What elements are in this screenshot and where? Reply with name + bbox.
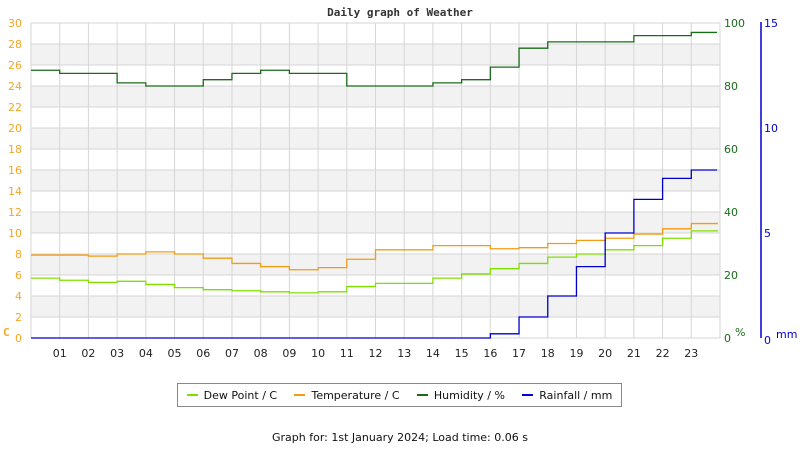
svg-text:13: 13 — [397, 347, 411, 360]
svg-text:mm: mm — [776, 328, 797, 341]
svg-text:05: 05 — [168, 347, 182, 360]
svg-text:0: 0 — [724, 332, 731, 345]
humidity-swatch-icon — [416, 394, 428, 396]
svg-text:21: 21 — [627, 347, 641, 360]
svg-text:20: 20 — [8, 122, 22, 135]
legend-item-rainfall: Rainfall / mm — [522, 389, 612, 402]
svg-text:%: % — [735, 326, 745, 339]
legend-label: Temperature / C — [311, 388, 400, 402]
legend-label: Dew Point / C — [203, 388, 278, 402]
svg-text:18: 18 — [541, 347, 555, 360]
svg-text:24: 24 — [8, 80, 22, 93]
svg-text:17: 17 — [512, 347, 526, 360]
svg-text:0: 0 — [764, 334, 771, 347]
svg-text:01: 01 — [53, 347, 67, 360]
svg-text:12: 12 — [369, 347, 383, 360]
svg-text:80: 80 — [724, 80, 738, 93]
svg-text:26: 26 — [8, 59, 22, 72]
svg-text:16: 16 — [8, 164, 22, 177]
legend-label: Humidity / % — [433, 388, 505, 402]
svg-text:11: 11 — [340, 347, 354, 360]
svg-text:40: 40 — [724, 206, 738, 219]
legend-item-humidity: Humidity / % — [416, 388, 505, 402]
svg-text:09: 09 — [282, 347, 296, 360]
svg-text:5: 5 — [764, 227, 771, 240]
svg-text:18: 18 — [8, 143, 22, 156]
svg-text:02: 02 — [81, 347, 95, 360]
svg-text:15: 15 — [764, 17, 778, 30]
svg-text:10: 10 — [8, 227, 22, 240]
svg-text:4: 4 — [15, 290, 22, 303]
legend-label: Rainfall / mm — [539, 388, 613, 402]
dew-point-swatch-icon — [186, 394, 198, 396]
svg-text:14: 14 — [426, 347, 440, 360]
svg-text:30: 30 — [8, 17, 22, 30]
svg-text:15: 15 — [455, 347, 469, 360]
svg-text:10: 10 — [311, 347, 325, 360]
svg-text:14: 14 — [8, 185, 22, 198]
svg-text:19: 19 — [569, 347, 583, 360]
chart-legend: Dew Point / C Temperature / C Humidity /… — [177, 383, 622, 407]
svg-text:C: C — [3, 326, 10, 339]
svg-text:6: 6 — [15, 269, 22, 282]
svg-text:60: 60 — [724, 143, 738, 156]
svg-text:8: 8 — [15, 248, 22, 261]
legend-item-dew-point: Dew Point / C — [186, 388, 278, 402]
svg-text:20: 20 — [598, 347, 612, 360]
svg-text:06: 06 — [196, 347, 210, 360]
svg-text:0: 0 — [15, 332, 22, 345]
svg-text:100: 100 — [724, 17, 745, 30]
svg-text:10: 10 — [764, 122, 778, 135]
svg-text:08: 08 — [254, 347, 268, 360]
legend-item-temperature: Temperature / C — [294, 388, 400, 402]
svg-text:20: 20 — [724, 269, 738, 282]
svg-text:16: 16 — [483, 347, 497, 360]
temperature-swatch-icon — [294, 394, 306, 396]
svg-text:12: 12 — [8, 206, 22, 219]
svg-text:23: 23 — [684, 347, 698, 360]
svg-text:07: 07 — [225, 347, 239, 360]
svg-text:04: 04 — [139, 347, 153, 360]
chart-title: Daily graph of Weather — [327, 6, 473, 19]
rainfall-swatch-icon — [522, 394, 534, 396]
svg-text:2: 2 — [15, 311, 22, 324]
svg-text:28: 28 — [8, 38, 22, 51]
graph-footer: Graph for: 1st January 2024; Load time: … — [272, 431, 528, 444]
svg-text:03: 03 — [110, 347, 124, 360]
svg-text:22: 22 — [8, 101, 22, 114]
svg-text:22: 22 — [656, 347, 670, 360]
